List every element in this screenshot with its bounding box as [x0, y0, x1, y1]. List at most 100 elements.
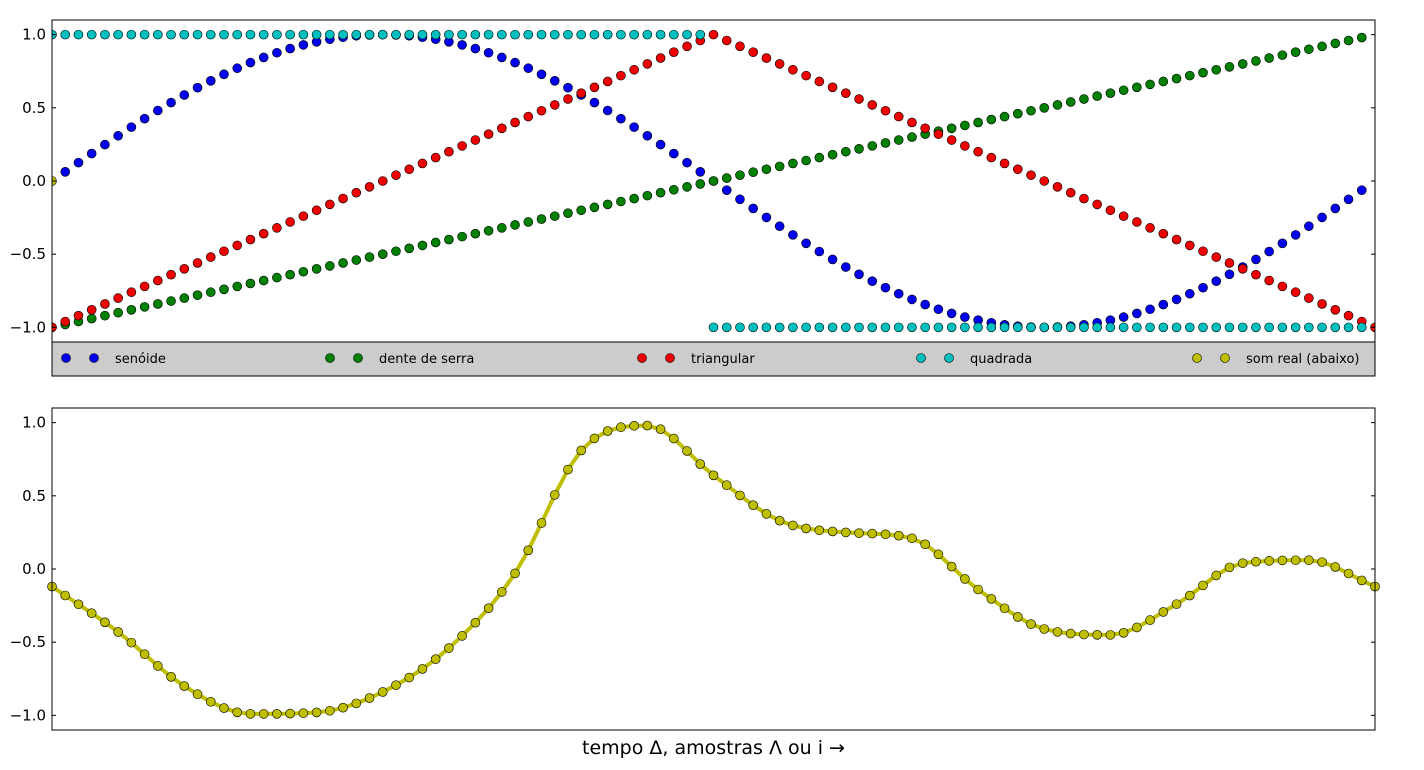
data-point [377, 176, 388, 186]
data-point [113, 293, 123, 303]
data-point [205, 252, 216, 262]
data-point [589, 97, 600, 108]
data-point [1343, 35, 1354, 46]
data-point [219, 246, 229, 257]
data-point [616, 422, 626, 433]
data-point [1317, 322, 1327, 333]
data-point [801, 523, 811, 534]
data-point [1158, 228, 1169, 239]
data-point [1026, 105, 1036, 116]
data-point [497, 223, 507, 233]
data-point [1277, 555, 1288, 566]
data-point [86, 313, 97, 324]
data-point [258, 228, 269, 239]
data-point [1079, 94, 1089, 104]
data-point [483, 47, 494, 58]
data-point [867, 100, 878, 110]
data-point [920, 123, 930, 134]
data-point [761, 322, 772, 333]
data-point [1356, 322, 1367, 333]
data-point [748, 203, 758, 214]
data-point [1277, 281, 1288, 292]
data-point [364, 693, 375, 703]
data-point [470, 29, 481, 40]
data-point [563, 82, 573, 93]
y-tick-label: 1.0 [22, 414, 46, 432]
legend-marker [1220, 353, 1230, 363]
data-point [1251, 254, 1261, 265]
data-point [1264, 53, 1274, 63]
data-point [126, 122, 137, 132]
data-point [1304, 293, 1314, 303]
data-point [933, 304, 944, 315]
data-point [642, 29, 653, 40]
data-point [536, 518, 547, 528]
data-point [1343, 310, 1354, 321]
data-point [510, 117, 520, 128]
data-point [1012, 612, 1023, 622]
y-tick-label: −0.5 [10, 245, 46, 263]
data-point [907, 132, 917, 142]
data-point [695, 459, 706, 469]
data-point [602, 29, 613, 40]
data-point [761, 212, 772, 223]
data-point [563, 464, 573, 475]
data-point [735, 194, 745, 205]
data-point [642, 130, 653, 141]
data-point [880, 282, 891, 293]
data-point [960, 322, 970, 333]
data-point [377, 29, 388, 40]
data-point [682, 157, 692, 168]
data-point [774, 515, 785, 526]
data-point [1171, 73, 1182, 84]
data-point [1158, 76, 1169, 87]
data-point [139, 281, 150, 292]
data-point [1132, 322, 1142, 333]
data-point [510, 57, 520, 68]
data-point [536, 69, 547, 80]
data-point [576, 205, 587, 216]
data-point [404, 164, 415, 175]
data-point [73, 29, 84, 40]
data-point [721, 322, 732, 333]
data-point [682, 41, 692, 52]
legend-marker [665, 353, 675, 363]
data-point [907, 533, 917, 544]
data-point [1079, 629, 1089, 640]
data-point [311, 205, 322, 216]
data-point [616, 29, 626, 40]
data-point [1026, 170, 1036, 180]
data-point [1039, 624, 1050, 634]
data-point [100, 310, 110, 321]
legend-label: senóide [115, 352, 166, 367]
data-point [669, 433, 679, 444]
data-point [1092, 199, 1102, 210]
data-point [576, 29, 587, 40]
data-point [272, 709, 282, 719]
data-point [629, 122, 639, 132]
data-point [100, 299, 110, 309]
legend-entry: quadrada [916, 352, 1032, 367]
data-point [801, 238, 811, 249]
data-point [1224, 322, 1235, 333]
legend-entry: senóide [61, 352, 166, 367]
data-point [1198, 580, 1208, 591]
data-point [60, 167, 71, 177]
data-point [655, 424, 666, 435]
data-point [1330, 322, 1341, 333]
data-point [1290, 230, 1301, 240]
data-point [1211, 252, 1222, 262]
data-point [285, 217, 295, 227]
data-point [536, 29, 547, 40]
data-point [973, 146, 983, 157]
data-point [430, 152, 441, 163]
data-point [827, 526, 838, 537]
data-point [351, 187, 362, 198]
data-point [60, 590, 71, 601]
data-point [669, 148, 679, 159]
data-point [1264, 246, 1274, 257]
y-tick-label: −1.0 [10, 318, 46, 336]
data-point [444, 29, 454, 40]
data-point [735, 41, 745, 52]
